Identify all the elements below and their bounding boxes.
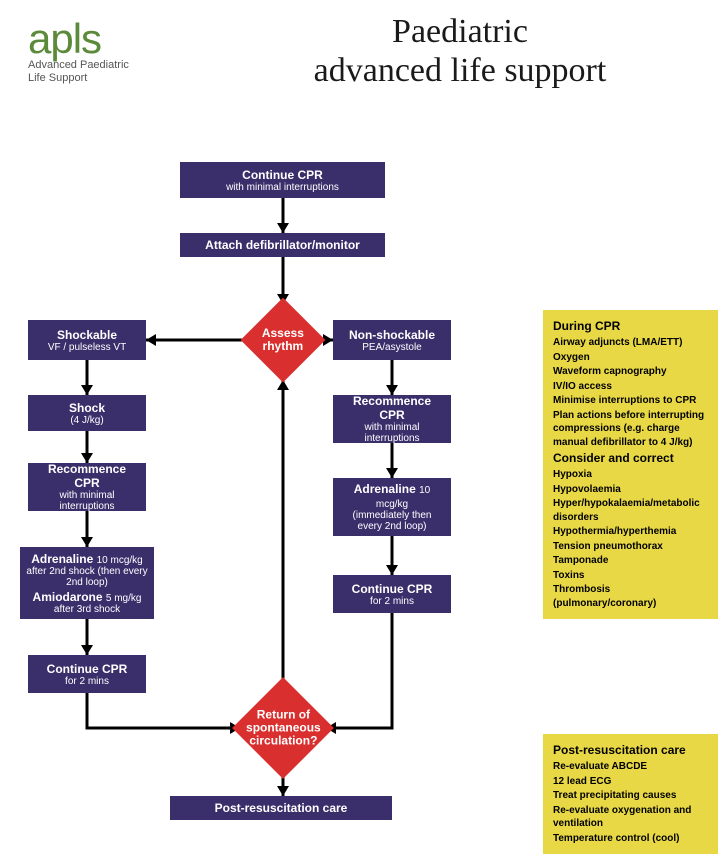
flow-box-n5: Shock(4 J/kg)	[28, 395, 146, 431]
flow-box-n2: Attach defibrillator/monitor	[180, 233, 385, 257]
page-title: Paediatricadvanced life support	[220, 12, 700, 90]
logo-block: apls Advanced PaediatricLife Support	[28, 15, 129, 85]
flow-box-n1: Continue CPRwith minimal interruptions	[180, 162, 385, 198]
flow-diamond-d1: Assessrhythm	[241, 298, 326, 383]
flow-diamond-d2: Return ofspontaneouscirculation?	[232, 677, 334, 779]
logo-text: apls	[28, 15, 129, 63]
flow-box-n9: Adrenaline 10 mcg/kgafter 2nd shock (the…	[20, 547, 154, 619]
flow-box-n4: Non-shockablePEA/asystole	[333, 320, 451, 360]
flow-box-n6: Recommence CPRwith minimalinterruptions	[333, 395, 451, 443]
flow-box-n8: Adrenaline 10 mcg/kg(immediately then ev…	[333, 478, 451, 536]
sidebar-s1: During CPRAirway adjuncts (LMA/ETT)Oxyge…	[543, 310, 718, 619]
flow-box-n3: ShockableVF / pulseless VT	[28, 320, 146, 360]
flow-box-n7: Recommence CPRwith minimalinterruptions	[28, 463, 146, 511]
flow-box-n12: Post-resuscitation care	[170, 796, 392, 820]
logo-subtitle: Advanced PaediatricLife Support	[28, 59, 129, 85]
flow-box-n10: Continue CPRfor 2 mins	[333, 575, 451, 613]
sidebar-s2: Post-resuscitation careRe-evaluate ABCDE…	[543, 734, 718, 854]
flow-box-n11: Continue CPRfor 2 mins	[28, 655, 146, 693]
